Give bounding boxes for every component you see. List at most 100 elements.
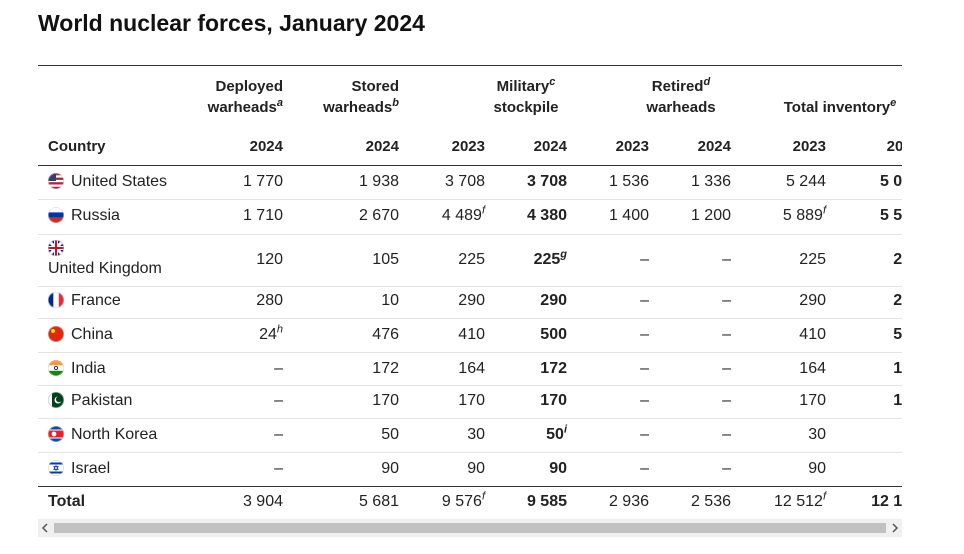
cell: 290 [540, 292, 567, 309]
year-header: 2024 [365, 138, 399, 155]
cell: 172 [893, 360, 902, 377]
table: Deployed warheadsa Stored warheadsb Military… [38, 65, 902, 538]
cell: 170 [893, 392, 902, 409]
cell: – [722, 326, 731, 343]
header-text: warheads [323, 99, 393, 116]
row-rule [38, 352, 902, 353]
year-header: 2024 [697, 138, 731, 155]
cell: 30 [808, 426, 826, 443]
country-name: United Kingdom [48, 260, 162, 277]
scroll-right[interactable] [892, 523, 899, 533]
header-text: Military [496, 78, 550, 95]
cell: 170 [458, 392, 485, 409]
cell: 164 [458, 360, 485, 377]
cell: 4 380 [526, 207, 567, 224]
flag [48, 460, 64, 476]
cell-text: 12 512 [774, 493, 823, 510]
cell: 12 512f [774, 490, 826, 512]
scrollbar-graphic [41, 523, 899, 533]
cell: 90 [381, 460, 399, 477]
cell: 500 [540, 326, 567, 343]
country-name: North Korea [71, 426, 158, 443]
country-name: Pakistan [71, 392, 133, 409]
cell: 172 [540, 360, 567, 377]
cell: – [640, 360, 649, 377]
year-header: 2024 [249, 138, 283, 155]
cell: – [274, 360, 283, 377]
flag [48, 360, 64, 376]
scroll-thumb[interactable] [54, 523, 886, 533]
cell: – [274, 392, 283, 409]
header-rule [38, 165, 902, 166]
row-rule [38, 234, 902, 235]
total-rule [38, 486, 902, 487]
year-header: 2024 [886, 138, 902, 155]
footnote-mark: b [392, 97, 399, 109]
cell: 164 [799, 360, 826, 377]
cell: 24h [259, 324, 283, 345]
title: World nuclear forces, January 2024 [38, 10, 425, 36]
year-header: 2023 [792, 138, 826, 155]
column-group-header: warheads [646, 98, 715, 118]
header-text: stockpile [493, 99, 559, 116]
footnote-mark: g [560, 248, 567, 261]
column-group-header: warheadsa [208, 98, 283, 118]
cell: 280 [256, 292, 283, 309]
cell: 105 [372, 251, 399, 268]
scroll-left[interactable] [41, 523, 48, 533]
cell: 225 [458, 251, 485, 268]
cell: 1 200 [690, 207, 731, 224]
header-text: warheads [646, 99, 716, 116]
cell: – [640, 426, 649, 443]
column-group-header: warheadsb [323, 98, 399, 118]
cell: 2 536 [690, 493, 731, 510]
flag-icon [48, 292, 64, 314]
year-header: 2023 [615, 138, 649, 155]
cell: 1 536 [608, 173, 649, 190]
country-name: United States [71, 173, 168, 190]
flag-icon [48, 392, 64, 414]
cell: 476 [372, 326, 399, 343]
footnote-mark: i [563, 423, 567, 436]
cell: 10 [381, 292, 399, 309]
cell: 5 681 [358, 493, 399, 510]
cell: 172 [372, 360, 399, 377]
cell: 9 576f [442, 490, 485, 512]
cell: 4 489f [442, 205, 485, 226]
cell: 290 [799, 292, 826, 309]
cell: 2 936 [608, 493, 649, 510]
cell-text: 5 889 [782, 207, 823, 224]
cell: 90 [549, 460, 567, 477]
cell: 1 938 [358, 173, 399, 190]
cell: 170 [799, 392, 826, 409]
header-text: Total inventory [783, 99, 891, 116]
footnote-mark: f [481, 490, 485, 503]
cell-text: 225 [533, 251, 561, 268]
cell: – [640, 392, 649, 409]
footnote-mark: d [703, 76, 711, 88]
cell: 30 [467, 426, 485, 443]
scrollbar[interactable] [38, 519, 902, 537]
cell: – [722, 460, 731, 477]
flag [48, 426, 64, 442]
cell: 170 [540, 392, 567, 409]
cell: 1 710 [242, 207, 283, 224]
footnote-mark: f [822, 490, 826, 503]
flag-icon [48, 426, 64, 448]
header-text: Stored [351, 78, 399, 95]
cell: 90 [808, 460, 826, 477]
cell: – [640, 251, 649, 268]
cell: – [640, 292, 649, 309]
cell: 5 580 [879, 207, 902, 224]
cell: 290 [893, 292, 902, 309]
header-text: warheads [207, 99, 277, 116]
country-name: France [71, 292, 121, 309]
column-group-header: stockpile [493, 98, 558, 118]
flag [48, 207, 64, 223]
year-header: 2023 [451, 138, 485, 155]
column-group-header: Retiredd [652, 77, 710, 97]
row-rule [38, 286, 902, 287]
cell: 500 [893, 326, 902, 343]
row-rule [38, 418, 902, 419]
flag-icon [48, 240, 64, 262]
